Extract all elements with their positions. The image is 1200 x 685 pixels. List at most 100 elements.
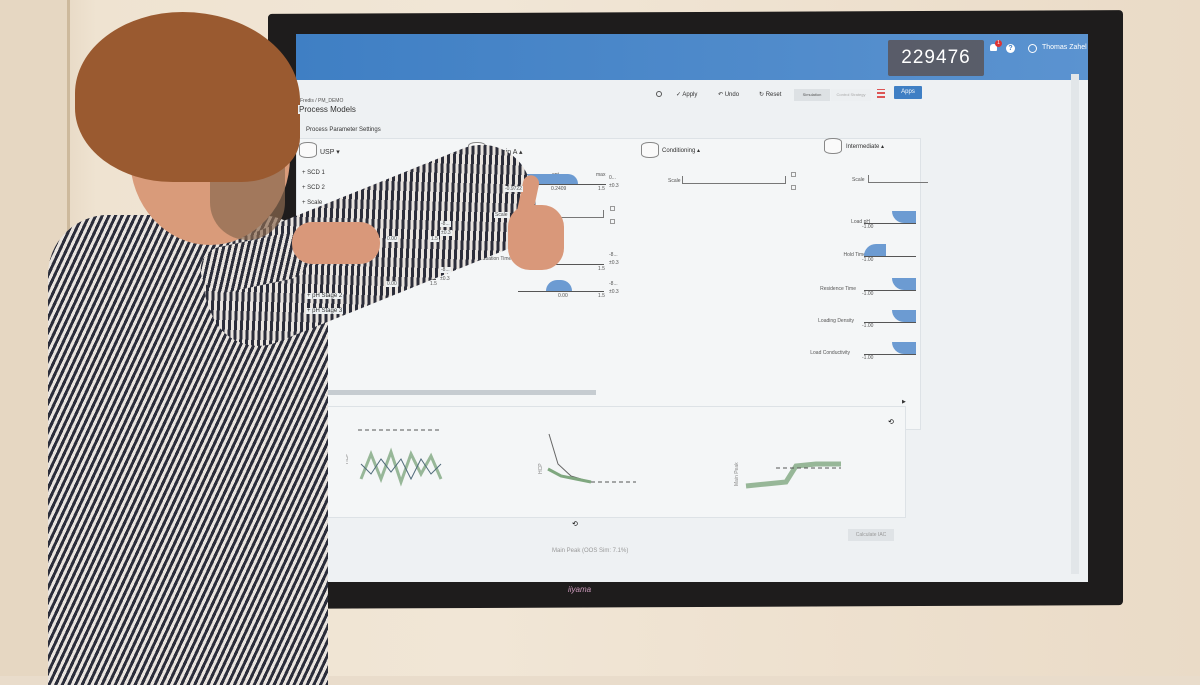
help-icon[interactable]: ?: [1006, 44, 1015, 53]
monitor-brand: iiyama: [568, 585, 592, 594]
undo-icon: ↶: [718, 92, 725, 98]
param-label: Scale: [494, 212, 509, 218]
history-icon[interactable]: [656, 91, 662, 97]
refresh-icon[interactable]: ⟲: [888, 419, 894, 426]
tab-process-parameter-settings[interactable]: Process Parameter Settings: [306, 127, 381, 133]
simulation-toggle[interactable]: Simulation: [794, 89, 830, 101]
usp-item[interactable]: + SCD 2: [302, 185, 325, 191]
tolerance-field[interactable]: ±0.3: [440, 276, 450, 282]
axis-label: 0.00: [558, 293, 568, 299]
usp-item[interactable]: + SCD 1: [302, 170, 325, 176]
refresh-icon[interactable]: ⟲: [572, 521, 578, 528]
chart-label: HCP: [538, 463, 544, 474]
ph-distribution-curve[interactable]: [518, 174, 578, 184]
param-label: Loading Density: [818, 318, 854, 324]
chart-label: Main Peak: [734, 462, 740, 486]
usp-item[interactable]: + pH Stage 3: [306, 308, 344, 314]
intermediate-unit-icon: [824, 138, 842, 154]
axis-label: -1.00: [862, 323, 874, 329]
control-strategy-toggle[interactable]: Control Strategy: [831, 89, 871, 101]
slider-axis[interactable]: [506, 184, 606, 185]
usp-item[interactable]: + Scale: [302, 200, 323, 206]
axis-label: 1.5: [430, 236, 439, 242]
param-label: Incubation Time: [476, 256, 512, 262]
slider-axis[interactable]: [864, 290, 916, 291]
page-title: Process Models: [298, 105, 357, 114]
axis-label: 1.5: [598, 266, 605, 272]
slider-axis[interactable]: [518, 291, 604, 292]
tolerance-field[interactable]: ±0.3: [609, 260, 619, 266]
axis-label: 1.5: [598, 293, 605, 299]
user-icon[interactable]: [1028, 44, 1037, 53]
distribution-curve[interactable]: [892, 278, 916, 290]
scale-slider[interactable]: [868, 175, 928, 183]
axis-label: 0.00: [386, 236, 398, 242]
scroll-right-arrow[interactable]: ▶: [902, 399, 906, 405]
undo-button[interactable]: ↶ Undo: [718, 92, 740, 98]
reset-icon: ↻: [759, 92, 766, 98]
unit-conditioning[interactable]: Conditioning ▴: [662, 148, 701, 154]
slider-axis[interactable]: [864, 354, 916, 355]
slider-axis[interactable]: [864, 256, 916, 257]
checkbox[interactable]: [610, 206, 615, 211]
slider-axis[interactable]: [518, 264, 604, 265]
value-field[interactable]: -8...: [440, 221, 451, 227]
user-name[interactable]: Thomas Zahel: [1042, 44, 1087, 51]
unit-usp[interactable]: USP ▾: [320, 149, 340, 156]
value-field[interactable]: -8...: [440, 267, 451, 273]
slider-axis[interactable]: [864, 223, 916, 224]
hcp2-trace: [547, 467, 592, 484]
distribution-curve[interactable]: [864, 244, 886, 256]
param-label: Scale: [668, 178, 681, 184]
main-peak-trace: [745, 461, 841, 489]
touchscreen-app: 229476 1 ? Thomas Zahel Fredis / PM_DEMO…: [296, 34, 1088, 582]
hcp-traces: [360, 458, 442, 481]
axis-label: -1.00: [862, 355, 874, 361]
distribution-curve[interactable]: [892, 211, 916, 223]
axis-label: -1.00: [862, 291, 874, 297]
axis-label: 0.00: [386, 281, 398, 287]
param-label: Load Conductivity: [810, 350, 850, 356]
tolerance-field[interactable]: ±0.3: [609, 289, 619, 295]
axis-label: 1.5: [598, 186, 605, 192]
chart-caption: Main Peak (OOS Sim: 7.1%): [552, 548, 629, 554]
param-label: Residence Time: [820, 286, 856, 292]
calculate-button[interactable]: Calculate IAC: [848, 529, 894, 541]
conditioning-unit-icon: [641, 142, 659, 158]
horizontal-scrollbar[interactable]: [296, 390, 596, 395]
distribution-curve[interactable]: [546, 280, 572, 291]
slider-axis[interactable]: [864, 322, 916, 323]
vertical-scrollbar[interactable]: [1071, 74, 1079, 574]
distribution-curve[interactable]: [892, 310, 916, 322]
reset-button[interactable]: ↻ Reset: [759, 92, 782, 98]
distribution-curve[interactable]: [892, 342, 916, 354]
value-field[interactable]: 0...: [609, 175, 616, 181]
axis-label: -0.9722: [504, 186, 523, 192]
value-field[interactable]: -8...: [609, 281, 618, 287]
tolerance-field[interactable]: ±0.3: [609, 183, 619, 189]
checkbox[interactable]: [610, 219, 615, 224]
counter-display: 229476: [888, 40, 984, 76]
axis-label: -1.00: [862, 224, 874, 230]
apps-button[interactable]: Apps: [894, 86, 922, 99]
param-label: Scale: [852, 177, 865, 183]
check-icon: ✓: [676, 92, 683, 98]
param-label: Load pH: [851, 219, 870, 225]
hcp2-trace: [548, 433, 592, 483]
axis-label: 0.2409: [551, 186, 567, 192]
bell-icon[interactable]: [990, 44, 997, 51]
tolerance-field[interactable]: ±0.3: [440, 230, 452, 236]
scale-slider[interactable]: [682, 176, 786, 184]
apply-button[interactable]: ✓ Apply: [676, 92, 698, 98]
breadcrumb[interactable]: Fredis / PM_DEMO: [300, 98, 344, 104]
axis-label: 1.5: [430, 281, 437, 287]
checkbox[interactable]: [791, 185, 796, 190]
usp-item[interactable]: + pH Stage 2: [306, 293, 344, 299]
value-field[interactable]: -8...: [609, 252, 618, 258]
checkbox[interactable]: [791, 172, 796, 177]
settings-sliders-icon[interactable]: [877, 89, 885, 98]
max-label: max: [596, 172, 606, 178]
axis-label: -1.00: [862, 257, 874, 263]
unit-intermediate[interactable]: Intermediate ▴: [846, 144, 885, 150]
param-label: Hold Time: [843, 252, 866, 258]
